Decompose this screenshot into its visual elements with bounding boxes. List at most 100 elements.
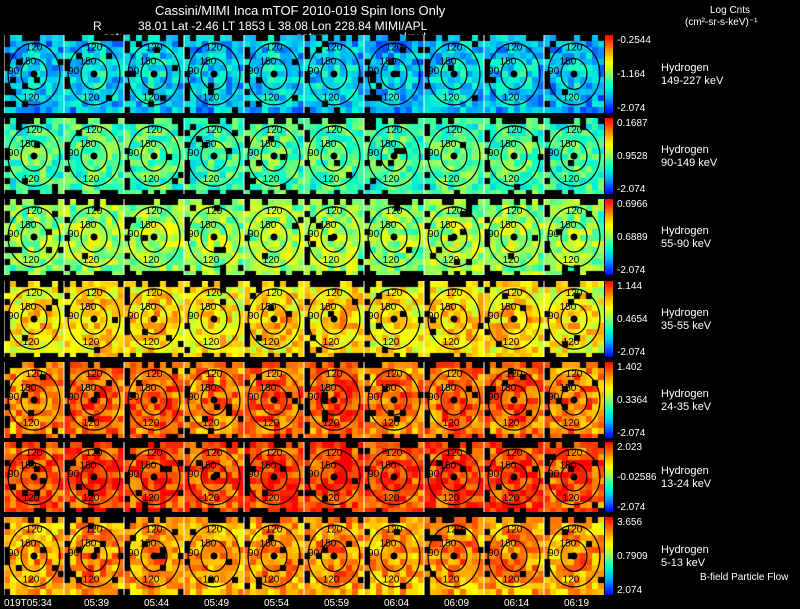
- contour-label: 120: [26, 448, 43, 459]
- contour-label: 120: [86, 369, 103, 380]
- pitch-angle-contour: [67, 448, 121, 506]
- pitch-angle-contour: [440, 384, 468, 416]
- pitch-angle-contour: [187, 524, 241, 588]
- color-bar-mid-label: 0.6889: [617, 232, 648, 243]
- contour-label: 150: [500, 220, 517, 231]
- contour-label: 90: [68, 311, 80, 322]
- contour-label: 120: [206, 125, 223, 136]
- contour-label: 90: [368, 392, 380, 403]
- contour-label: 120: [446, 525, 463, 536]
- time-tick-label: 06:14: [504, 598, 530, 609]
- pitch-angle-contour: [320, 57, 348, 91]
- pitch-angle-contour: [140, 303, 168, 335]
- chart-title: Cassini/MIMI Inca mTOF 2010-019 Spin Ion…: [155, 3, 446, 18]
- contour-label: 150: [80, 539, 97, 550]
- contour-label: 150: [140, 57, 157, 68]
- field-direction-marker: [450, 152, 458, 160]
- pitch-angle-contour: [320, 221, 348, 253]
- contour-label: 150: [560, 220, 577, 231]
- field-direction-marker: [150, 152, 158, 160]
- contour-label: 120: [86, 448, 103, 459]
- pitch-angle-contour: [487, 125, 541, 187]
- pitch-angle-contour: [7, 524, 61, 588]
- pitch-angle-contour: [500, 221, 528, 253]
- bfield-note: B-field Particle Flow: [700, 572, 789, 583]
- species-label: Hydrogen: [661, 144, 709, 156]
- pitch-angle-contour: [560, 384, 588, 416]
- pitch-angle-contour: [260, 539, 288, 573]
- contour-label: 150: [20, 461, 37, 472]
- contour-label: 150: [320, 383, 337, 394]
- color-bar-max-label: 1.144: [617, 281, 643, 292]
- contour-label: 150: [260, 139, 277, 150]
- contour-label: 90: [428, 392, 440, 403]
- contour-label: 150: [80, 383, 97, 394]
- pitch-angle-contour: [200, 57, 228, 91]
- field-direction-marker: [510, 396, 518, 404]
- pitch-angle-contour: [427, 524, 481, 588]
- contour-label: 90: [428, 229, 440, 240]
- pitch-angle-contour: [560, 140, 588, 172]
- contour-label: 150: [260, 302, 277, 313]
- contour-label: 90: [488, 229, 500, 240]
- field-direction-marker: [390, 552, 398, 560]
- contour-label: 120: [503, 174, 520, 185]
- field-direction-marker: [270, 152, 278, 160]
- pitch-angle-contour: [127, 42, 181, 106]
- field-direction-marker: [270, 315, 278, 323]
- contour-label: 120: [443, 493, 460, 504]
- field-direction-marker: [30, 152, 38, 160]
- contour-label: 120: [443, 174, 460, 185]
- contour-label: 120: [143, 337, 160, 348]
- pitch-angle-contour: [140, 462, 168, 492]
- contour-label: 120: [23, 337, 40, 348]
- pitch-angle-contour: [500, 384, 528, 416]
- contour-label: 90: [128, 66, 140, 77]
- energy-range-label: 35-55 keV: [661, 320, 712, 332]
- contour-label: 90: [308, 148, 320, 159]
- contour-label: 120: [326, 525, 343, 536]
- contour-label: 120: [386, 448, 403, 459]
- heatmap-panel: 120 150 90 120 120 150 90 120 120 150 90 120 120 150 9…: [4, 362, 604, 438]
- field-direction-marker: [210, 396, 218, 404]
- field-direction-marker: [270, 473, 278, 481]
- field-direction-marker: [90, 233, 98, 241]
- pitch-angle-contour: [7, 42, 61, 106]
- pitch-angle-contour: [200, 303, 228, 335]
- color-bar-max-label: 3.656: [617, 517, 643, 528]
- time-tick-label: 05:54: [264, 598, 290, 609]
- time-tick-label: 06:19: [564, 598, 590, 609]
- contour-label: 120: [386, 125, 403, 136]
- field-direction-marker: [510, 152, 518, 160]
- color-bar-max-label: 0.1687: [617, 118, 648, 129]
- field-direction-marker: [210, 552, 218, 560]
- contour-label: 120: [203, 337, 220, 348]
- field-direction-marker: [90, 70, 98, 78]
- field-direction-marker: [30, 396, 38, 404]
- contour-label: 120: [446, 288, 463, 299]
- energy-channel-label: Hydrogen 13-24 keV: [661, 465, 711, 491]
- contour-overlay: 1201509012012015090120120150901201201509…: [4, 442, 601, 512]
- energy-channel-label: Hydrogen 55-90 keV: [661, 225, 711, 251]
- contour-label: 120: [503, 255, 520, 266]
- contour-label: 120: [323, 337, 340, 348]
- pitch-angle-contour: [140, 221, 168, 253]
- field-direction-marker: [450, 396, 458, 404]
- pitch-angle-contour: [140, 539, 168, 573]
- contour-label: 120: [143, 575, 160, 586]
- pitch-angle-contour: [547, 42, 601, 106]
- contour-label: 120: [506, 206, 523, 217]
- pitch-angle-contour: [307, 206, 361, 268]
- field-direction-marker: [570, 473, 578, 481]
- pitch-angle-contour: [307, 448, 361, 506]
- pitch-angle-contour: [380, 140, 408, 172]
- pitch-angle-contour: [200, 539, 228, 573]
- field-direction-marker: [150, 552, 158, 560]
- contour-label: 90: [308, 229, 320, 240]
- pitch-angle-contour: [560, 539, 588, 573]
- contour-label: 90: [308, 548, 320, 559]
- pitch-angle-contour: [487, 42, 541, 106]
- contour-label: 120: [266, 43, 283, 54]
- contour-label: 120: [563, 255, 580, 266]
- contour-label: 120: [26, 369, 43, 380]
